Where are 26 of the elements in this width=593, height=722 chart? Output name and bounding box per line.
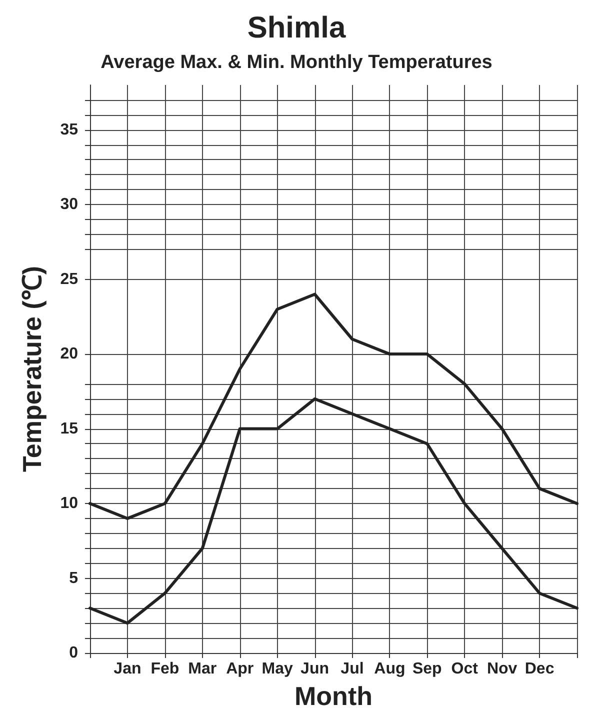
x-tick-label: Jan — [114, 660, 142, 678]
x-tick-label: May — [262, 660, 293, 678]
x-tick-label: Aug — [374, 660, 406, 678]
x-tick-label: Apr — [226, 660, 254, 678]
x-tick-label: Nov — [486, 660, 518, 678]
x-tick-label: Dec — [524, 660, 554, 678]
x-tick-label: Oct — [451, 660, 479, 678]
x-tick-label: Feb — [150, 660, 180, 678]
x-tick-label: Mar — [188, 660, 217, 678]
y-tick-label: 5 — [69, 570, 78, 587]
line-series — [88, 397, 578, 625]
x-tick-label: Jun — [300, 660, 329, 678]
y-axis-title: Temperature (℃) — [17, 266, 47, 472]
x-tick-label: Jul — [340, 660, 364, 678]
y-tick-label: 15 — [60, 420, 78, 438]
y-tick-label: 10 — [60, 495, 78, 512]
y-tick-label: 35 — [60, 121, 78, 138]
line-series — [88, 292, 578, 520]
y-tick-label: 20 — [60, 346, 78, 363]
chart-title: Shimla — [247, 12, 346, 44]
x-axis-title: Month — [294, 681, 372, 711]
x-tick-label: Sep — [412, 660, 442, 678]
y-tick-label: 25 — [60, 270, 78, 288]
y-tick-label: 0 — [69, 644, 78, 662]
chart-subtitle: Average Max. & Min. Monthly Temperatures — [100, 52, 492, 73]
y-tick-label: 30 — [60, 196, 78, 214]
